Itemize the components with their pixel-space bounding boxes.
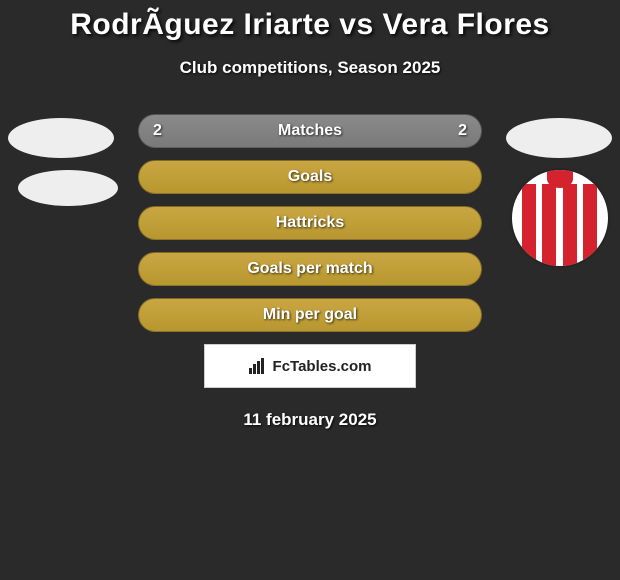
- club-right-slot: [500, 170, 620, 266]
- stat-bar-label: Goals per match: [247, 260, 372, 278]
- stat-left-value: 2: [153, 122, 162, 140]
- player-left-avatar-slot: [6, 118, 116, 164]
- infographic-date: 11 february 2025: [0, 410, 620, 430]
- watermark-box: FcTables.com: [204, 344, 416, 388]
- player-left-placeholder-oval: [8, 118, 114, 158]
- stat-bar-goals: Goals: [138, 160, 482, 194]
- stat-bar-matches: 2 Matches 2: [138, 114, 482, 148]
- club-badge-stripe: [563, 184, 577, 266]
- subtitle: Club competitions, Season 2025: [0, 58, 620, 78]
- page-title: RodrÃ­guez Iriarte vs Vera Flores: [0, 8, 620, 42]
- club-badge-stripe: [522, 184, 536, 266]
- club-badge-stripe: [542, 184, 556, 266]
- club-badge-stripe: [583, 184, 597, 266]
- stat-bar-label: Hattricks: [276, 214, 344, 232]
- club-left-placeholder-oval: [18, 170, 118, 206]
- stat-bars: 2 Matches 2 Goals Hattricks Goals per ma…: [138, 114, 482, 332]
- stat-bar-hattricks: Hattricks: [138, 206, 482, 240]
- bar-chart-icon: [249, 358, 267, 374]
- stat-bar-label: Min per goal: [263, 306, 357, 324]
- player-right-placeholder-oval: [506, 118, 612, 158]
- infographic-container: RodrÃ­guez Iriarte vs Vera Flores Club c…: [0, 0, 620, 430]
- club-left-slot: [18, 170, 118, 206]
- stat-bar-goals-per-match: Goals per match: [138, 252, 482, 286]
- stat-bar-label: Goals: [288, 168, 332, 186]
- stat-bar-min-per-goal: Min per goal: [138, 298, 482, 332]
- stat-right-value: 2: [458, 122, 467, 140]
- player-right-avatar-slot: [504, 118, 614, 164]
- comparison-panel: 2 Matches 2 Goals Hattricks Goals per ma…: [0, 114, 620, 430]
- stat-bar-label: Matches: [278, 122, 342, 140]
- club-right-badge: [512, 170, 608, 266]
- watermark-text: FcTables.com: [273, 358, 372, 375]
